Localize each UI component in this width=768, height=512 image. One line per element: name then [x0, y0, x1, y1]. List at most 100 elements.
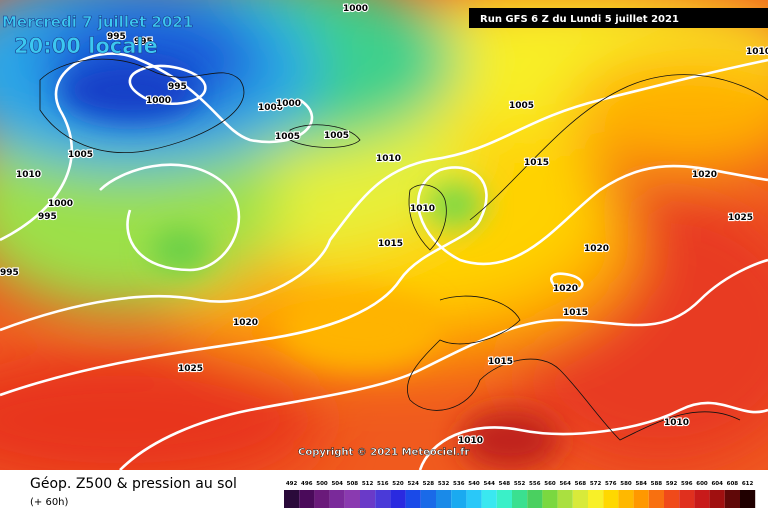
- isobar-label: 1010: [376, 154, 401, 164]
- legend-swatch: [724, 490, 740, 508]
- isobar-label: 1020: [692, 170, 717, 180]
- legend-label: 540: [468, 481, 480, 487]
- isobar-label: 1025: [178, 364, 203, 374]
- legend-swatch: [451, 490, 467, 508]
- legend-label: 524: [407, 481, 419, 487]
- coastlines: [39, 58, 768, 441]
- legend-swatch: [405, 490, 421, 508]
- legend-label: 532: [438, 481, 450, 487]
- isobar-label: 1015: [378, 239, 403, 249]
- legend-label: 584: [635, 481, 647, 487]
- legend-label: 596: [681, 481, 693, 487]
- isobar-label: 1025: [728, 213, 753, 223]
- isobar-label: 1020: [553, 284, 578, 294]
- legend-swatch: [709, 490, 725, 508]
- legend-swatch: [466, 490, 482, 508]
- isobar-label: 995: [0, 268, 19, 278]
- run-info: Run GFS 6 Z du Lundi 5 juillet 2021: [480, 14, 679, 25]
- valid-date: Mercredi 7 juillet 2021: [2, 13, 193, 31]
- isobar-label: 1005: [509, 101, 534, 111]
- legend-label: 552: [514, 481, 526, 487]
- legend-swatch: [314, 490, 330, 508]
- legend-swatch: [588, 490, 604, 508]
- isobar-label: 1010: [458, 436, 483, 446]
- legend-swatch: [618, 490, 634, 508]
- isobar-label: 995: [168, 82, 187, 92]
- legend-label: 496: [301, 481, 313, 487]
- legend-label: 536: [453, 481, 465, 487]
- legend-label: 500: [316, 481, 328, 487]
- legend-swatch: [527, 490, 543, 508]
- legend-label: 548: [499, 481, 511, 487]
- legend-swatch: [299, 490, 315, 508]
- legend-label: 520: [392, 481, 404, 487]
- lead-time: (+ 60h): [30, 497, 69, 508]
- isobar-label: 1000: [258, 103, 283, 113]
- run-banner: [469, 8, 768, 28]
- legend-swatch: [542, 490, 558, 508]
- isobar-label: 1000: [276, 99, 301, 109]
- legend-swatch: [344, 490, 360, 508]
- isobar-label: 1020: [233, 318, 258, 328]
- isobar-label: 1010: [664, 418, 689, 428]
- legend-swatch: [375, 490, 391, 508]
- legend-swatch: [420, 490, 436, 508]
- legend-label: 492: [286, 481, 298, 487]
- isobar-label: 1005: [275, 132, 300, 142]
- legend-swatch: [360, 490, 376, 508]
- legend-label: 576: [605, 481, 617, 487]
- isobar-label: 995: [107, 32, 126, 42]
- valid-time: 20:00 locale: [14, 34, 158, 58]
- legend-label: 528: [423, 481, 435, 487]
- isobar-label: 1015: [524, 158, 549, 168]
- legend-label: 544: [483, 481, 495, 487]
- isobar-label: 1010: [410, 204, 435, 214]
- legend-swatch: [329, 490, 345, 508]
- legend-label: 588: [651, 481, 663, 487]
- legend-swatch: [390, 490, 406, 508]
- legend-label: 568: [575, 481, 587, 487]
- legend-label: 504: [331, 481, 343, 487]
- legend-swatch: [633, 490, 649, 508]
- isobars: [0, 52, 768, 471]
- legend-label: 512: [362, 481, 374, 487]
- legend-label: 508: [347, 481, 359, 487]
- isobar-label: 1005: [324, 131, 349, 141]
- isobar-label: 1000: [146, 96, 171, 106]
- legend-swatch: [557, 490, 573, 508]
- legend-swatch: [481, 490, 497, 508]
- legend-label: 612: [742, 481, 754, 487]
- legend-label: 556: [529, 481, 541, 487]
- isobar-label: 1015: [563, 308, 588, 318]
- legend-swatch: [496, 490, 512, 508]
- isobar-label: 1005: [68, 150, 93, 160]
- isobar-label: 1000: [343, 4, 368, 14]
- isobar-label: 995: [38, 212, 57, 222]
- legend-label: 604: [711, 481, 723, 487]
- legend-swatch: [572, 490, 588, 508]
- legend-label: 516: [377, 481, 389, 487]
- legend-swatch: [694, 490, 710, 508]
- legend-swatch: [664, 490, 680, 508]
- isobar-label: 1000: [48, 199, 73, 209]
- legend-label: 600: [696, 481, 708, 487]
- legend-swatch: [740, 490, 756, 508]
- copyright: Copyright © 2021 Meteociel.fr: [298, 447, 469, 458]
- isobar-label: 995: [134, 37, 153, 47]
- legend-swatch: [648, 490, 664, 508]
- isobar-label: 1010: [746, 47, 768, 57]
- legend-swatch: [512, 490, 528, 508]
- isobar-label: 1010: [16, 170, 41, 180]
- legend-label: 572: [590, 481, 602, 487]
- legend: 492 496 500 504 508 512 516 520 524 528 532 536 540 5…: [284, 481, 756, 508]
- legend-swatch: [284, 490, 300, 508]
- legend-label: 580: [620, 481, 632, 487]
- isobar-label: 1015: [488, 357, 513, 367]
- legend-swatch: [603, 490, 619, 508]
- isobar-label: 1020: [584, 244, 609, 254]
- height-field: [0, 0, 768, 490]
- legend-swatch: [436, 490, 452, 508]
